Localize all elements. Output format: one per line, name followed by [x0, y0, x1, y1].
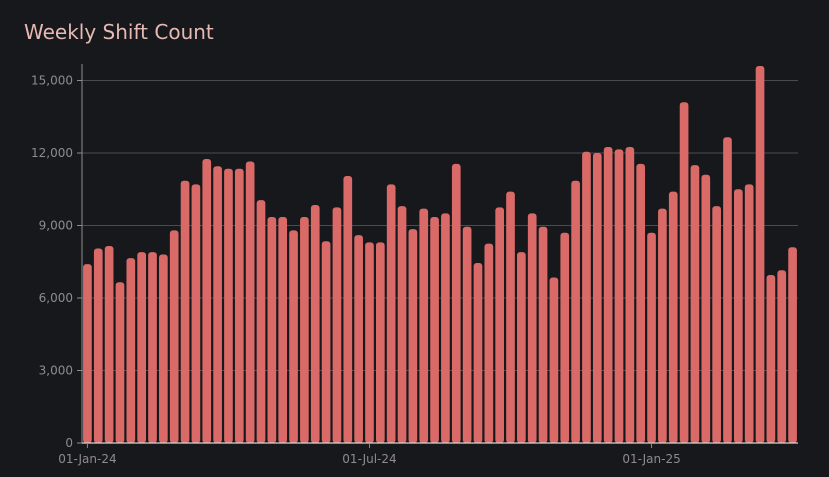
bar	[592, 153, 602, 443]
bar	[527, 213, 537, 443]
bar	[278, 217, 288, 443]
y-tick-label: 0	[65, 436, 73, 450]
bar	[430, 217, 439, 443]
bar	[245, 161, 255, 444]
axes: 0 3,000 6,000 9,000 12,000 15,000 01-Jan-24 01-…	[31, 64, 798, 466]
bar	[191, 184, 201, 443]
bar	[647, 232, 656, 443]
bar	[582, 151, 591, 443]
bar	[213, 166, 222, 443]
bar	[625, 146, 635, 444]
bar	[234, 168, 244, 444]
bar	[267, 217, 277, 443]
bar	[690, 165, 700, 444]
bar	[571, 180, 580, 443]
y-tick-label: 9,000	[39, 219, 73, 233]
bar	[668, 191, 678, 443]
y-tick-label: 3,000	[39, 364, 73, 378]
grid-lines	[82, 80, 798, 371]
bar	[614, 149, 624, 443]
bar	[310, 204, 320, 443]
x-tick-label: 01-Jan-24	[58, 452, 116, 466]
chart-title: Weekly Shift Count	[24, 20, 214, 44]
y-tick-label: 6,000	[39, 291, 73, 305]
bar	[148, 252, 157, 443]
bar	[658, 208, 667, 443]
bars	[83, 66, 797, 444]
bar	[603, 146, 613, 444]
bar	[777, 270, 787, 443]
bar	[408, 229, 418, 443]
bar	[766, 275, 776, 443]
bar	[755, 66, 765, 443]
bar	[733, 189, 743, 443]
bar	[180, 180, 190, 443]
bar	[289, 230, 298, 443]
bar	[538, 226, 548, 443]
bar	[451, 163, 461, 443]
bar	[137, 252, 147, 443]
bar	[636, 163, 646, 443]
bar	[397, 206, 407, 443]
bar	[701, 174, 711, 443]
bar	[343, 175, 353, 444]
bar	[169, 230, 179, 443]
bar	[224, 168, 233, 444]
bar	[788, 247, 797, 443]
bar	[712, 206, 721, 443]
bar	[560, 232, 570, 443]
bar	[300, 217, 309, 443]
bar	[679, 102, 689, 443]
bar	[375, 242, 385, 443]
bar	[365, 242, 374, 443]
bar	[126, 258, 136, 443]
x-tick-label: 01-Jan-25	[622, 452, 680, 466]
bar	[256, 200, 266, 443]
bar	[495, 207, 505, 443]
x-tick-label: 01-Jul-24	[342, 452, 396, 466]
bar	[441, 213, 450, 443]
bar	[549, 277, 559, 443]
bar	[115, 282, 125, 443]
bar	[332, 207, 342, 443]
bar	[462, 226, 472, 443]
bar	[386, 184, 396, 443]
bar	[506, 191, 515, 443]
bar	[484, 243, 494, 443]
bar	[723, 137, 732, 443]
bar	[517, 252, 526, 443]
bar	[159, 254, 168, 443]
bar	[419, 208, 429, 443]
y-tick-label: 12,000	[31, 146, 73, 160]
bar	[321, 241, 331, 443]
bar	[83, 264, 92, 443]
bar	[744, 184, 754, 443]
bar	[93, 248, 103, 443]
bar	[473, 262, 483, 443]
bar	[202, 159, 212, 443]
y-tick-label: 15,000	[31, 74, 73, 88]
bar	[104, 246, 114, 443]
bar	[354, 235, 363, 443]
